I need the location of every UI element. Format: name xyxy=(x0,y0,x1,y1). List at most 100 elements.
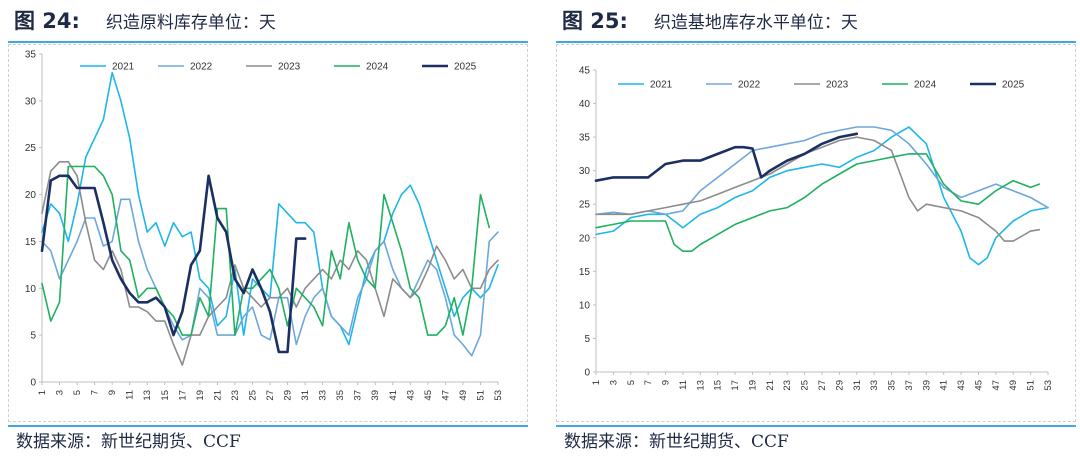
legend-label-2022: 2022 xyxy=(190,62,213,73)
x-tick-label: 7 xyxy=(90,390,101,395)
figure-25-source: 数据来源：新世纪期货、CCF xyxy=(564,432,789,452)
y-tick-label: 15 xyxy=(25,237,37,248)
legend-item-2024: 2024 xyxy=(882,80,937,91)
x-tick-label: 29 xyxy=(834,380,845,391)
series-line-2025 xyxy=(594,132,859,182)
figure-25-top-rule xyxy=(556,41,1076,43)
x-tick-label: 17 xyxy=(177,390,188,401)
x-tick-label: 13 xyxy=(695,380,706,391)
x-tick-label: 15 xyxy=(160,390,171,401)
x-tick-label: 51 xyxy=(1026,380,1037,391)
x-tick-label: 49 xyxy=(458,390,469,401)
x-tick-label: 37 xyxy=(904,380,915,391)
legend-label-2022: 2022 xyxy=(738,80,761,91)
legend-item-2021: 2021 xyxy=(80,62,135,73)
legend-label-2024: 2024 xyxy=(366,62,389,73)
figure-25-number: 图 25: xyxy=(562,9,628,33)
y-tick-label: 5 xyxy=(584,334,590,345)
legend-item-2025: 2025 xyxy=(970,80,1025,91)
y-tick-label: 40 xyxy=(579,99,591,110)
x-tick-label: 33 xyxy=(869,380,880,391)
legend-label-2023: 2023 xyxy=(826,80,849,91)
legend-label-2024: 2024 xyxy=(914,80,937,91)
y-tick-label: 0 xyxy=(584,368,590,379)
x-tick-label: 11 xyxy=(678,380,689,390)
x-tick-label: 31 xyxy=(852,380,863,391)
x-tick-label: 21 xyxy=(765,380,776,391)
x-tick-label: 45 xyxy=(973,380,984,391)
y-tick-label: 25 xyxy=(579,200,591,211)
series-line-2023 xyxy=(595,136,1041,242)
x-tick-label: 3 xyxy=(55,390,66,395)
x-tick-label: 19 xyxy=(747,380,758,391)
x-tick-label: 35 xyxy=(887,380,898,391)
series-line-2022 xyxy=(595,126,1049,216)
y-tick-label: 0 xyxy=(30,378,36,389)
y-tick-label: 20 xyxy=(25,190,37,201)
legend-label-2021: 2021 xyxy=(650,80,673,91)
y-tick-label: 10 xyxy=(579,300,591,311)
x-tick-label: 47 xyxy=(440,390,451,401)
legend-label-2023: 2023 xyxy=(278,62,301,73)
y-tick-label: 20 xyxy=(579,233,591,244)
series-line-2023 xyxy=(41,161,499,366)
x-tick-label: 9 xyxy=(661,380,672,385)
y-tick-label: 30 xyxy=(25,96,37,107)
series-line-2024 xyxy=(595,153,1041,252)
y-tick-label: 35 xyxy=(25,50,37,61)
figure-25-caption: 织造基地库存水平单位：天 xyxy=(653,13,858,33)
x-tick-label: 1 xyxy=(37,390,48,395)
legend-label-2021: 2021 xyxy=(112,62,135,73)
legend-label-2025: 2025 xyxy=(1002,80,1025,91)
x-tick-label: 3 xyxy=(608,380,619,385)
x-tick-label: 25 xyxy=(247,390,258,401)
y-tick-label: 15 xyxy=(579,267,591,278)
x-tick-label: 49 xyxy=(1008,380,1019,391)
series-line-2021 xyxy=(595,126,1049,266)
legend-item-2025: 2025 xyxy=(422,62,477,73)
x-tick-label: 51 xyxy=(475,390,486,401)
figure-25-frame xyxy=(556,44,1076,422)
legend-item-2023: 2023 xyxy=(794,80,849,91)
legend-item-2021: 2021 xyxy=(618,80,673,91)
x-tick-label: 19 xyxy=(195,390,206,401)
x-tick-label: 5 xyxy=(72,390,83,395)
figure-24-frame xyxy=(8,44,528,422)
x-tick-label: 25 xyxy=(800,380,811,391)
y-tick-label: 10 xyxy=(25,284,37,295)
x-tick-label: 53 xyxy=(493,390,504,401)
figure-24-number: 图 24: xyxy=(14,9,80,33)
y-tick-label: 5 xyxy=(30,331,36,342)
x-tick-label: 47 xyxy=(991,380,1002,391)
x-tick-label: 35 xyxy=(335,390,346,401)
x-tick-label: 43 xyxy=(405,390,416,401)
x-tick-label: 1 xyxy=(591,380,602,385)
x-tick-label: 11 xyxy=(125,390,136,400)
figure-24-top-rule xyxy=(8,41,528,43)
series-line-2021 xyxy=(41,71,499,346)
figure-25-panel: 图 25: 织造基地库存水平单位：天 0 5 10 15 20 25 30 35 40 45 1 3 5 7… xyxy=(548,0,1080,459)
x-tick-label: 27 xyxy=(817,380,828,391)
x-tick-label: 39 xyxy=(370,390,381,401)
x-tick-label: 17 xyxy=(730,380,741,391)
x-tick-label: 43 xyxy=(956,380,967,391)
figure-24-source: 数据来源：新世纪期货、CCF xyxy=(16,432,241,452)
figure-24-caption: 织造原料库存单位：天 xyxy=(105,13,276,33)
series-line-2024 xyxy=(41,165,491,336)
x-tick-label: 15 xyxy=(713,380,724,391)
x-tick-label: 23 xyxy=(230,390,241,401)
legend-item-2023: 2023 xyxy=(246,62,301,73)
legend-item-2022: 2022 xyxy=(706,80,761,91)
x-tick-label: 29 xyxy=(283,390,294,401)
x-tick-label: 27 xyxy=(265,390,276,401)
x-tick-label: 23 xyxy=(782,380,793,391)
x-tick-label: 45 xyxy=(423,390,434,401)
x-tick-label: 9 xyxy=(107,390,118,395)
y-tick-label: 25 xyxy=(25,143,37,154)
series-line-2022 xyxy=(41,198,499,357)
x-tick-label: 33 xyxy=(318,390,329,401)
y-tick-label: 35 xyxy=(579,133,591,144)
figure-24-bottom-rule xyxy=(8,425,528,427)
